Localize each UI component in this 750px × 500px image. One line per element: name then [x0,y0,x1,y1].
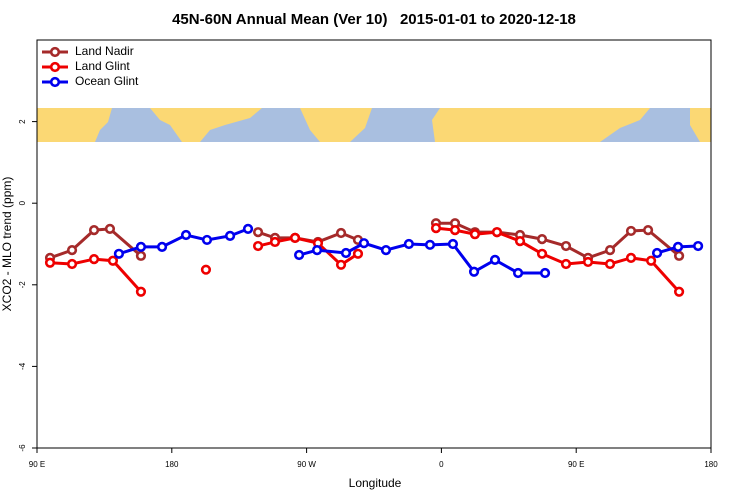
data-point [469,229,481,240]
data-point [180,229,192,241]
land [150,108,262,142]
legend-marker [49,61,61,73]
data-point [491,227,503,238]
data-point [135,241,147,252]
data-point [673,286,685,297]
data-point [289,232,301,243]
data-point [201,234,213,246]
data-point [625,225,637,237]
data-point [651,247,663,259]
data-point [44,257,56,268]
data-point [104,223,116,235]
data-point [560,240,572,252]
data-point [200,264,212,275]
data-point [252,240,264,252]
chart-title: 45N-60N Annual Mean (Ver 10) 2015-01-01 … [172,11,576,28]
x-tick-label: 180 [704,460,718,469]
data-point [693,240,704,252]
data-point [642,225,654,236]
land [432,108,650,142]
x-tick-label: 180 [165,460,179,469]
x-tick-label: 90 E [568,460,584,469]
data-point [430,222,442,234]
data-point [269,236,281,248]
x-axis-label: Longitude [349,476,402,490]
data-point [335,227,347,239]
data-point [156,241,168,252]
data-point [88,253,100,265]
data-point [514,236,526,247]
y-tick-label: 0 [18,200,27,205]
y-axis-label: XCO2 - MLO trend (ppm) [0,177,14,312]
legend-label: Land Glint [75,59,130,73]
data-point [352,248,364,259]
legend-marker [49,76,61,88]
data-point [424,239,436,250]
data-point [135,286,147,297]
plot-frame [36,39,712,449]
data-point [673,250,685,261]
data-point [88,225,100,236]
data-point [311,245,323,256]
data-point [335,259,347,270]
y-tick-label: -2 [18,281,27,289]
data-point [135,250,147,261]
data-point [449,225,461,236]
x-tick-label: 90 W [297,460,316,469]
data-point [582,256,594,268]
data-point [340,247,352,259]
land [690,108,711,142]
land [37,108,112,142]
y-tick-label: 2 [18,119,27,124]
y-tick-label: -6 [18,444,27,452]
data-point [625,252,637,263]
data-point [604,245,616,256]
data-point [252,227,264,238]
map-strip [37,108,711,142]
data-point [539,267,551,279]
data-point [107,255,119,266]
data-point [489,254,501,266]
data-point [294,249,305,261]
data-point [380,245,392,256]
legend-marker [49,46,61,58]
data-point [242,223,254,235]
x-tick-label: 90 E [29,460,45,469]
data-point [113,248,125,259]
data-point [447,238,459,250]
data-point [672,241,684,252]
data-point [224,230,236,241]
data-point [536,234,548,245]
data-point [536,248,548,259]
data-point [604,258,616,270]
data-point [468,266,480,277]
data-point [645,255,657,266]
data-point [66,258,78,270]
data-point [403,238,414,250]
data-point [358,238,370,249]
legend-label: Ocean Glint [75,74,139,88]
data-point [560,258,572,270]
data-point [66,245,78,256]
land [300,108,372,142]
y-tick-label: -4 [18,362,27,370]
data-point [512,267,524,279]
x-tick-label: 0 [439,460,444,469]
legend-label: Land Nadir [75,44,134,58]
